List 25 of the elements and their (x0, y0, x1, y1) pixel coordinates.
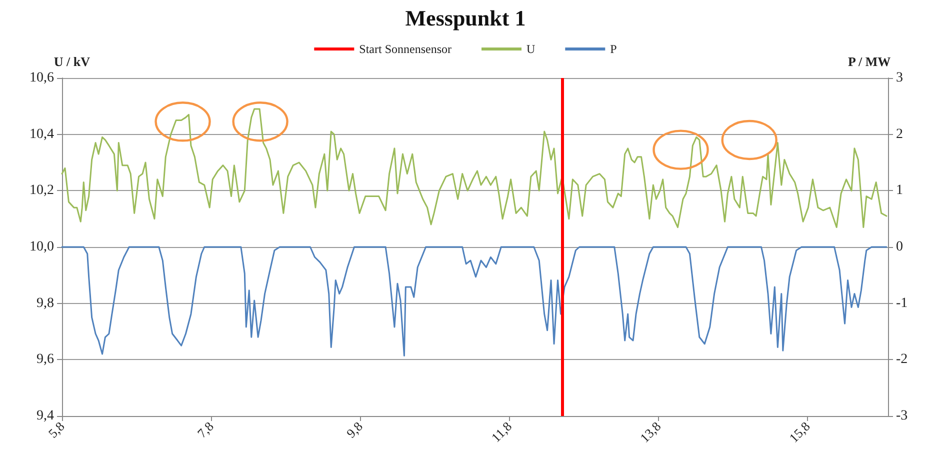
y2-tick-label: 3 (896, 70, 903, 86)
x-tick-label: 7,8 (194, 418, 216, 441)
y2-axis-title: P / MW (848, 54, 891, 69)
y-tick-label: 10,0 (30, 240, 54, 254)
x-tick-label: 9,8 (343, 418, 366, 441)
y-tick-label: 9,8 (36, 296, 54, 311)
x-tick-label: 11,8 (488, 418, 515, 446)
y-tick-label: 9,4 (36, 408, 54, 424)
y-axis-title: U / kV (54, 54, 91, 69)
y2-tick-label: 1 (896, 183, 903, 198)
y2-tick-label: -1 (896, 296, 908, 311)
y2-tick-label: -3 (896, 408, 908, 424)
chart-title: Messpunkt 1 (405, 6, 526, 30)
legend-label: P (610, 42, 618, 56)
y2-tick-label: 0 (896, 240, 903, 254)
y-tick-label: 10,4 (30, 126, 54, 142)
x-tick-label: 15,8 (786, 418, 813, 446)
y-tick-label: 9,6 (36, 352, 54, 368)
y2-tick-label: -2 (896, 352, 908, 368)
legend-label: U (526, 42, 536, 56)
y-tick-label: 10,6 (30, 70, 54, 86)
x-tick-label: 13,8 (637, 418, 664, 446)
y2-tick-label: 2 (896, 126, 903, 142)
y-tick-label: 10,2 (30, 183, 54, 198)
legend-label: Start Sonnensensor (359, 42, 452, 56)
